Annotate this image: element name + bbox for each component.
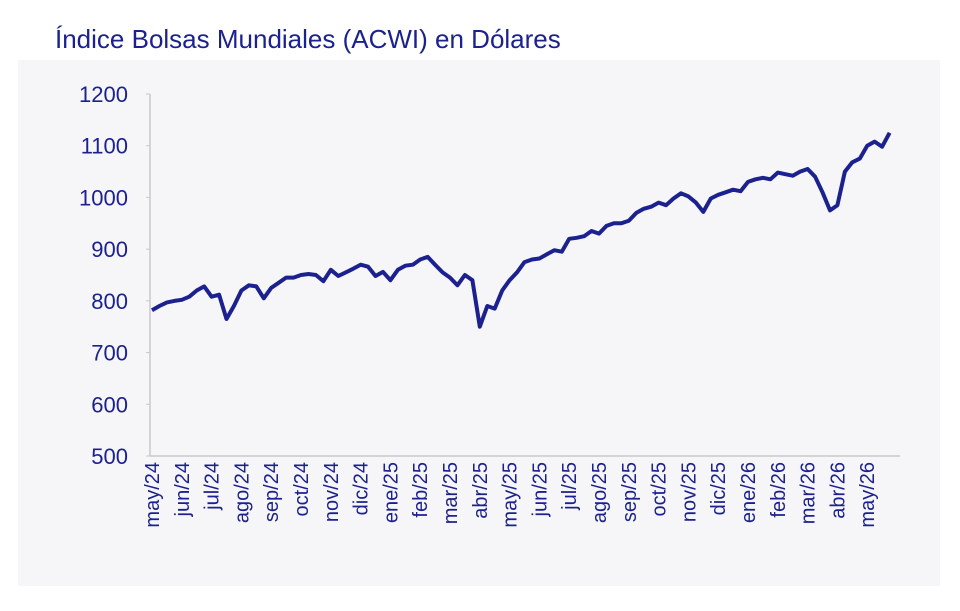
x-tick-label: nov/24 [321,462,343,522]
y-tick-label: 800 [91,289,128,314]
series-line [151,131,892,329]
y-tick-label: 700 [91,341,128,366]
y-tick-label: 900 [91,237,128,262]
x-tick-label: oct/25 [649,462,671,516]
x-tick-label: abr/25 [470,462,492,519]
x-tick-label: ago/24 [231,462,253,523]
x-tick-label: dic/25 [708,462,730,515]
y-tick-label: 1200 [79,82,128,107]
x-tick-label: jun/25 [529,462,551,518]
x-tick-label: jul/25 [559,462,581,511]
y-tick-label: 1100 [81,134,128,159]
x-tick-label: ene/25 [380,462,402,523]
x-tick-label: oct/24 [291,462,313,516]
x-tick-label: ago/25 [589,462,611,523]
x-tick-label: ene/26 [738,462,760,523]
x-tick-label: abr/26 [827,462,849,519]
x-tick-label: may/24 [142,462,164,528]
x-tick-label: dic/24 [351,462,373,515]
y-tick-label: 1000 [79,185,128,210]
x-tick-label: nov/25 [678,462,700,522]
x-tick-label: sep/24 [261,462,283,522]
x-tick-label: jul/24 [202,462,224,511]
x-tick-label: jun/24 [172,462,194,518]
y-tick-label: 600 [91,392,128,417]
chart-title: Índice Bolsas Mundiales (ACWI) en Dólare… [55,24,561,54]
x-tick-label: may/25 [500,462,522,528]
x-tick-label: feb/25 [410,462,432,518]
y-tick-label: 500 [91,444,128,469]
x-tick-label: may/26 [857,462,879,528]
x-tick-label: mar/25 [440,462,462,524]
x-tick-label: mar/26 [798,462,820,524]
x-tick-label: feb/26 [768,462,790,518]
x-tick-label: sep/25 [619,462,641,522]
